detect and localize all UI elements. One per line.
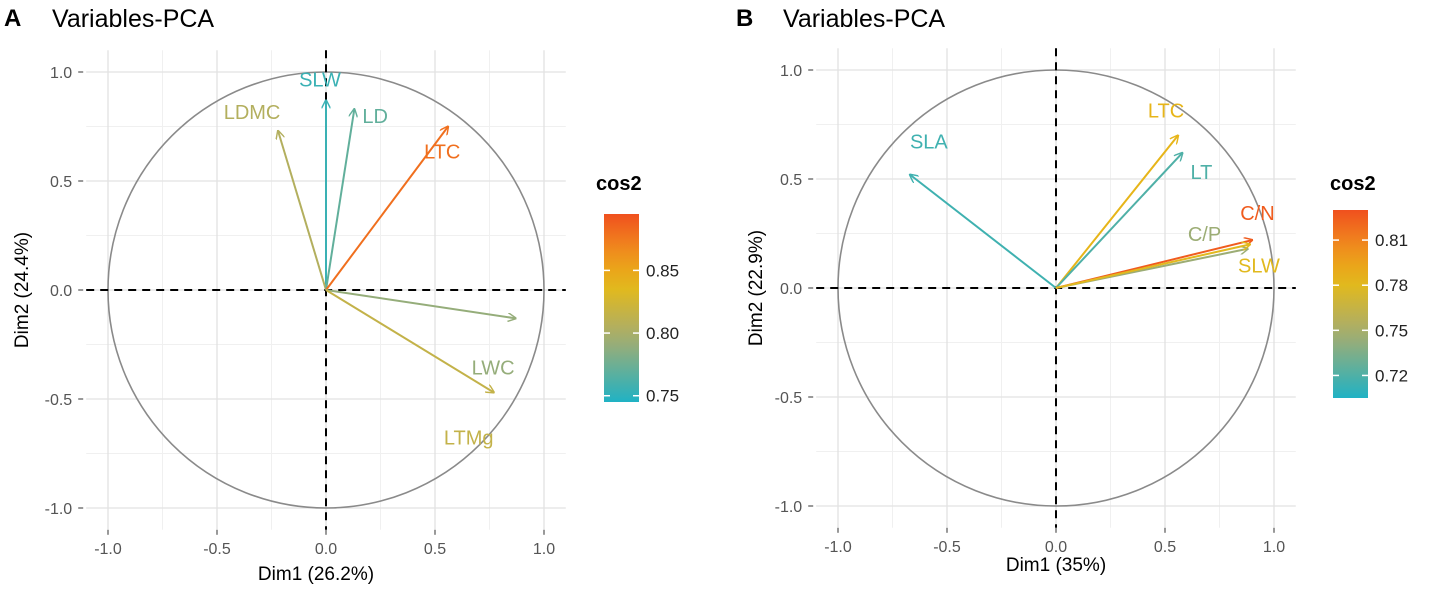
panel-a-title: Variables-PCA <box>52 5 214 33</box>
y-tick-label: 1.0 <box>50 65 72 82</box>
x-tick-label: 0.5 <box>424 541 446 558</box>
colorbar-tick-label: 0.75 <box>646 387 679 406</box>
panel-a-color-legend: cos2 0.85 0.80 0.75 <box>596 173 679 406</box>
panel-a-legend-title: cos2 <box>596 173 642 195</box>
y-tick-label: 0.0 <box>780 281 802 298</box>
panel-b-letter: B <box>736 5 753 32</box>
colorbar-tick-label: 0.72 <box>1375 366 1408 385</box>
arrow-slw <box>1055 244 1250 289</box>
y-tick-label: 0.5 <box>780 172 802 189</box>
x-tick-label: -1.0 <box>824 539 852 556</box>
arrow-label-ltc: LTC <box>1148 100 1184 122</box>
colorbar-tick-label: 0.78 <box>1375 276 1408 295</box>
panel-a-y-ticks: -1.0 -0.5 0.0 0.5 1.0 <box>45 65 84 518</box>
y-tick-label: -0.5 <box>45 392 73 409</box>
arrow-label-slw: SLW <box>1238 255 1280 277</box>
arrow-ltc <box>325 127 448 291</box>
x-tick-label: 1.0 <box>533 541 555 558</box>
arrow-ld <box>325 109 354 291</box>
arrow-ldmc <box>278 131 327 291</box>
x-tick-label: -0.5 <box>203 541 231 558</box>
arrow-label-ldmc: LDMC <box>224 102 281 124</box>
arrow-label-c-p: C/P <box>1188 224 1221 246</box>
panel-b-legend-title: cos2 <box>1330 173 1376 195</box>
arrow-label-ltmg: LTMg <box>444 427 494 449</box>
y-tick-label: -1.0 <box>45 501 73 518</box>
y-tick-label: 0.5 <box>50 174 72 191</box>
y-tick-label: -1.0 <box>775 499 803 516</box>
x-tick-label: 0.0 <box>1045 539 1067 556</box>
panel-a-arrows <box>278 100 516 392</box>
x-tick-label: 0.0 <box>315 541 337 558</box>
panel-a-y-axis-label: Dim2 (24.4%) <box>12 232 33 348</box>
panel-b-arrows <box>910 135 1252 289</box>
arrow-lwc <box>325 289 516 318</box>
panel-b-y-axis-label: Dim2 (22.9%) <box>746 230 767 346</box>
x-tick-label: -1.0 <box>94 541 122 558</box>
x-tick-label: 1.0 <box>1263 539 1285 556</box>
panel-a-letter: A <box>4 5 21 32</box>
panel-a-x-ticks: -1.0 -0.5 0.0 0.5 1.0 <box>94 529 555 558</box>
panel-b-title: Variables-PCA <box>783 5 945 33</box>
arrow-label-ltc: LTC <box>424 142 460 164</box>
arrow-label-lt: LT <box>1190 162 1212 184</box>
panel-b: SLA LTC LT C/P C/N SLW -1.0 -0.5 0.0 0.5 1.0 -1.0… <box>736 5 1408 576</box>
arrow-label-ld: LD <box>362 106 388 128</box>
arrow-label-slw: SLW <box>299 69 341 91</box>
arrow-label-c-n: C/N <box>1240 203 1274 225</box>
arrow-ltmg <box>325 289 494 392</box>
x-tick-label: -0.5 <box>933 539 961 556</box>
arrow-ltc <box>1055 135 1178 289</box>
arrow-lt <box>1055 153 1182 289</box>
panel-b-x-ticks: -1.0 -0.5 0.0 0.5 1.0 <box>824 527 1285 556</box>
arrow-sla <box>910 175 1057 289</box>
panel-a-x-axis-label: Dim1 (26.2%) <box>258 564 374 585</box>
panel-a: SLW LDMC LD LTC LWC LTMg -1.0 -0.5 0.0 0.5 1.0 -1… <box>4 5 679 585</box>
panel-b-arrow-labels: SLA LTC LT C/P C/N SLW <box>910 100 1280 277</box>
arrow-label-sla: SLA <box>910 132 948 154</box>
y-tick-label: -0.5 <box>775 390 803 407</box>
panel-b-colorbar <box>1333 210 1368 398</box>
panel-b-y-ticks: -1.0 -0.5 0.0 0.5 1.0 <box>775 63 814 516</box>
panel-b-x-axis-label: Dim1 (35%) <box>1006 555 1106 576</box>
colorbar-tick-label: 0.81 <box>1375 231 1408 250</box>
panel-b-colorbar-ticks: 0.81 0.78 0.75 0.72 <box>1333 231 1408 385</box>
colorbar-tick-label: 0.80 <box>646 324 679 343</box>
y-tick-label: 0.0 <box>50 283 72 300</box>
panel-b-color-legend: cos2 0.81 0.78 0.75 0.72 <box>1330 173 1408 398</box>
y-tick-label: 1.0 <box>780 63 802 80</box>
arrow-label-lwc: LWC <box>472 357 515 379</box>
colorbar-tick-label: 0.85 <box>646 261 679 280</box>
panel-a-colorbar-ticks: 0.85 0.80 0.75 <box>604 261 679 406</box>
panel-a-colorbar <box>604 214 639 402</box>
colorbar-tick-label: 0.75 <box>1375 321 1408 340</box>
panel-a-arrow-labels: SLW LDMC LD LTC LWC LTMg <box>224 69 515 449</box>
x-tick-label: 0.5 <box>1154 539 1176 556</box>
